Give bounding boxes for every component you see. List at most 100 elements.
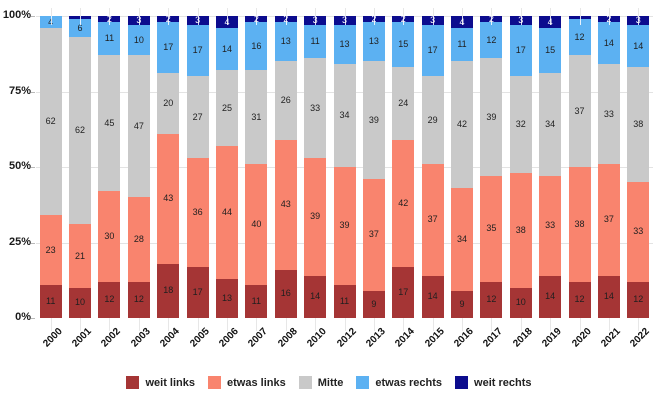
- bar-segment: 12: [627, 281, 650, 318]
- segment-value-label: 4: [40, 17, 62, 27]
- bar-segment: 39: [304, 157, 327, 276]
- x-tick-label: 2015: [422, 326, 447, 350]
- segment-value-label: 11: [457, 39, 467, 50]
- segment-value-label: 13: [280, 36, 291, 47]
- segment-value-label: 38: [515, 224, 526, 235]
- bar-column: 11 39 34 13 3: [333, 16, 356, 318]
- y-axis-tick: [31, 242, 35, 244]
- bar-segment: 11: [333, 284, 356, 318]
- segment-value-label: 34: [457, 233, 468, 244]
- segment-value-label: 11: [310, 36, 320, 47]
- bar-segment: 14: [304, 275, 327, 318]
- segment-value-label: 3: [334, 16, 356, 25]
- bar-segment: 12: [480, 281, 503, 318]
- segment-value-label: 15: [545, 45, 556, 56]
- bar-segment: 26: [274, 61, 297, 140]
- bar-top-tick: [80, 16, 82, 25]
- segment-value-label: 23: [45, 244, 56, 255]
- bar-segment: 12: [480, 22, 503, 59]
- legend-label: etwas rechts: [375, 376, 443, 389]
- bar-segment: 43: [157, 133, 180, 264]
- segment-value-label: 13: [221, 292, 232, 303]
- bar-column: 17 42 24 15 2: [392, 14, 415, 318]
- bar-segment: 27: [186, 76, 209, 158]
- segment-value-label: 2: [245, 14, 267, 24]
- bar-column: 9 37 39 13 2: [362, 14, 385, 318]
- segment-value-label: 3: [510, 16, 532, 25]
- bar-segment: 11: [39, 284, 62, 318]
- bar-column: 16 43 26 13 2: [274, 14, 297, 318]
- bar-segment: 28: [127, 197, 150, 282]
- segment-value-label: 62: [45, 116, 56, 127]
- bar-segment: 37: [568, 55, 591, 167]
- bar-segment: 37: [597, 164, 620, 276]
- x-tick-label: 2019: [540, 326, 564, 350]
- bar-column: 14 33 34 15 4: [539, 16, 562, 318]
- bar-segment: 42: [392, 139, 415, 267]
- bar-segment: 37: [362, 179, 385, 291]
- x-tick-label: 2021: [599, 326, 623, 350]
- segment-value-label: 44: [221, 206, 232, 217]
- bar-top-tick: [608, 16, 610, 25]
- bar-segment: 18: [157, 263, 180, 318]
- bar-segment: 15: [539, 28, 562, 74]
- segment-value-label: 17: [515, 45, 526, 56]
- segment-value-label: 43: [163, 193, 174, 204]
- bar-segment: 17: [392, 266, 415, 318]
- bar-segment: 62: [69, 37, 92, 225]
- bar-segment: 9: [362, 290, 385, 318]
- bar-column: 11 23 62 4: [39, 16, 62, 318]
- bar-column: 12 35 39 12 2: [480, 14, 503, 318]
- segment-value-label: 12: [574, 31, 585, 42]
- bar-column: 9 34 42 11 4: [451, 16, 474, 318]
- y-tick-label: 75%: [8, 84, 31, 97]
- segment-value-label: 10: [75, 297, 86, 308]
- bar-segment: 36: [186, 157, 209, 267]
- legend-label: weit rechts: [474, 376, 532, 389]
- legend-item: etwas rechts: [356, 376, 442, 389]
- x-tick-label: 2010: [305, 326, 329, 350]
- bar-top-tick: [226, 16, 228, 25]
- bar-segment: 17: [186, 266, 209, 318]
- segment-value-label: 17: [163, 42, 174, 53]
- bar-segment: 39: [362, 61, 385, 180]
- segment-value-label: 2: [598, 14, 620, 24]
- segment-value-label: 33: [310, 102, 321, 113]
- bar-segment: 14: [597, 275, 620, 318]
- bar-column: 13 44 25 14 4: [215, 16, 238, 318]
- x-tick-label: 2000: [40, 326, 65, 350]
- bar-top-tick: [520, 16, 522, 25]
- segment-value-label: 15: [398, 39, 409, 50]
- segment-value-label: 14: [633, 40, 644, 51]
- bar-column: 12 38 37 12: [568, 16, 591, 318]
- y-axis-tick: [31, 91, 35, 93]
- segment-value-label: 39: [368, 114, 379, 125]
- legend-swatch: [208, 376, 222, 389]
- segment-value-label: 2: [480, 14, 502, 24]
- bar-segment: 12: [98, 281, 121, 318]
- bar-segment: 40: [245, 163, 268, 285]
- bar-top-tick: [138, 16, 140, 25]
- segment-value-label: 11: [339, 295, 350, 306]
- segment-value-label: 62: [75, 125, 86, 136]
- segment-value-label: 14: [310, 291, 321, 302]
- bar-segment: 13: [362, 22, 385, 62]
- bar-segment: 12: [127, 281, 150, 318]
- segment-value-label: 31: [251, 111, 262, 122]
- bar-column: 14 39 33 11 3: [304, 16, 327, 318]
- bar-segment: 14: [539, 275, 562, 318]
- segment-value-label: 33: [545, 220, 556, 231]
- segment-value-label: 13: [339, 39, 350, 50]
- bar-segment: 38: [509, 173, 532, 288]
- bar-segment: 38: [568, 167, 591, 282]
- bar-segment: 12: [568, 19, 591, 56]
- x-tick-label: 2008: [276, 326, 300, 350]
- bar-segment: 38: [627, 67, 650, 183]
- x-tick-label: 2014: [393, 326, 418, 350]
- segment-value-label: 38: [574, 218, 585, 229]
- segment-value-label: 29: [427, 114, 438, 125]
- bar-segment: 34: [539, 73, 562, 177]
- segment-value-label: 6: [77, 22, 83, 33]
- segment-value-label: 3: [422, 16, 444, 25]
